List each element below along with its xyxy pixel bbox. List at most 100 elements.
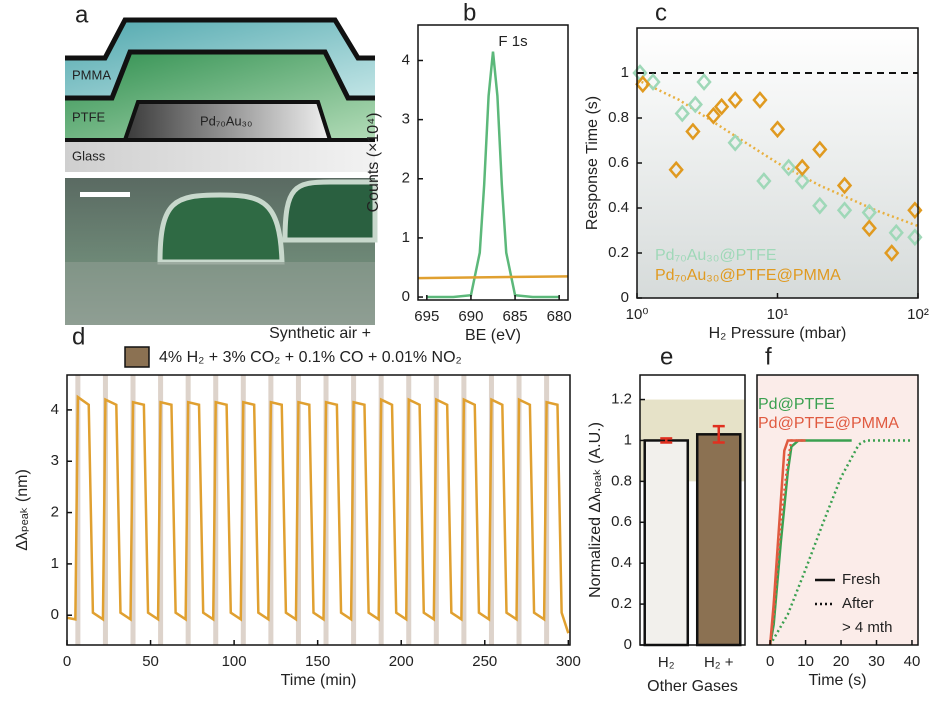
schematic: PMMA PTFE Pd₇₀Au₃₀ Glass <box>65 17 375 172</box>
gas-pulse <box>433 375 439 645</box>
plot-frame <box>417 24 569 301</box>
x-tick-label: 685 <box>503 308 528 325</box>
legend-label: Pd₇₀Au₃₀@PTFE@PMMA <box>655 267 841 284</box>
data-point <box>907 201 923 220</box>
data-line <box>769 439 912 646</box>
plot-frame <box>66 374 571 646</box>
x-axis-label: BE (eV) <box>465 327 521 344</box>
legend-swatch <box>124 346 150 368</box>
y-tick-label: 1 <box>402 229 410 246</box>
x-tick-label: 695 <box>414 308 439 325</box>
y-tick-label: 0.8 <box>611 472 632 489</box>
y-tick-label: 0.2 <box>611 595 632 612</box>
data-point <box>752 91 768 109</box>
legend-label: Fresh <box>842 571 880 588</box>
y-tick-label: 0.4 <box>608 199 629 216</box>
data-point <box>705 106 722 125</box>
y-axis-label: Response Time (s) <box>584 96 601 230</box>
legend-label: Pd@PTFE <box>758 396 835 413</box>
sem-image <box>65 178 378 325</box>
panel-label: a <box>75 1 89 28</box>
data-point <box>687 95 703 114</box>
legend-label: After <box>842 595 874 612</box>
plot-frame <box>756 374 919 646</box>
x-tick-label: 40 <box>904 653 921 670</box>
fit-line <box>636 78 919 228</box>
x-tick-label: 50 <box>142 653 159 670</box>
y-axis-label: Normalized Δλₚₑₐₖ (A.U.) <box>587 422 604 598</box>
y-tick-label: 1 <box>621 64 629 81</box>
data-point <box>812 196 828 215</box>
data-point <box>861 219 877 238</box>
gas-pulse <box>378 375 384 645</box>
data-point <box>780 158 797 177</box>
data-point <box>812 140 828 159</box>
legend-label: Pd₇₀Au₃₀@PTFE <box>655 247 777 264</box>
layer-label: PTFE <box>72 109 106 124</box>
x-tick-label: 10⁰ <box>626 306 649 323</box>
x-tick-label: 10¹ <box>767 306 789 323</box>
x-tick-label: H₂ + <box>704 654 734 671</box>
bar <box>695 433 742 647</box>
y-tick-label: 0 <box>51 606 59 623</box>
y-tick-label: 2 <box>402 170 410 187</box>
data-point <box>696 73 712 91</box>
data-point <box>794 172 810 190</box>
legend-label: 4% H₂ + 3% CO₂ + 0.1% CO + 0.01% NO₂ <box>159 349 462 366</box>
data-point <box>727 91 743 109</box>
y-tick-label: 0 <box>402 288 410 305</box>
y-tick-label: 0.8 <box>608 109 629 126</box>
x-tick-label: 20 <box>833 653 850 670</box>
data-point <box>769 120 786 139</box>
bar <box>643 439 690 647</box>
gas-pulse <box>516 375 522 645</box>
pmma-layer <box>65 20 375 98</box>
panel-label: f <box>765 343 772 370</box>
data-point <box>836 201 853 220</box>
y-tick-label: 0 <box>621 289 629 306</box>
x-tick-label: 300 <box>556 653 581 670</box>
x-axis-label: Time (s) <box>808 672 866 689</box>
layer-label: Glass <box>72 148 106 163</box>
panel-label: c <box>655 0 667 26</box>
data-point <box>907 228 923 247</box>
x-tick-label: 200 <box>389 653 414 670</box>
gas-pulse <box>406 375 412 645</box>
outline <box>65 49 375 101</box>
x-tick-label: 0 <box>63 653 71 670</box>
y-axis-label: Counts (×10⁴) <box>365 113 382 213</box>
y-tick-label: 1 <box>624 431 632 448</box>
data-line <box>426 51 560 299</box>
x-axis-label: H₂ Pressure (mbar) <box>709 325 847 342</box>
sem-substrate <box>65 262 375 325</box>
annotation: F 1s <box>498 33 527 50</box>
data-point <box>685 122 701 141</box>
x-tick-label: 10 <box>797 653 814 670</box>
x-tick-label: 680 <box>547 308 572 325</box>
data-point <box>674 104 690 123</box>
data-point <box>668 160 684 179</box>
layer-label: PMMA <box>72 67 111 82</box>
x-tick-label: H₂ <box>658 654 675 671</box>
sem-disk <box>282 179 378 243</box>
data-line <box>66 394 570 634</box>
data-point <box>635 75 651 94</box>
y-tick-label: 4 <box>402 51 410 68</box>
subtitle: Synthetic air + <box>269 325 371 342</box>
x-tick-label: 150 <box>305 653 330 670</box>
y-axis-label: Δλₚₑₐₖ (nm) <box>14 469 31 551</box>
glass-layer <box>65 140 375 172</box>
y-tick-label: 0.6 <box>608 154 629 171</box>
sem-disk <box>157 192 285 265</box>
gas-pulse <box>488 375 494 645</box>
data-point <box>794 158 810 177</box>
panel-label: e <box>660 343 673 370</box>
x-tick-label: 0 <box>766 653 774 670</box>
gas-pulse <box>102 375 108 645</box>
data-point <box>836 176 853 195</box>
x-axis-label: Time (min) <box>281 672 357 689</box>
plot-frame <box>639 374 746 646</box>
x-tick-label: 250 <box>472 653 497 670</box>
